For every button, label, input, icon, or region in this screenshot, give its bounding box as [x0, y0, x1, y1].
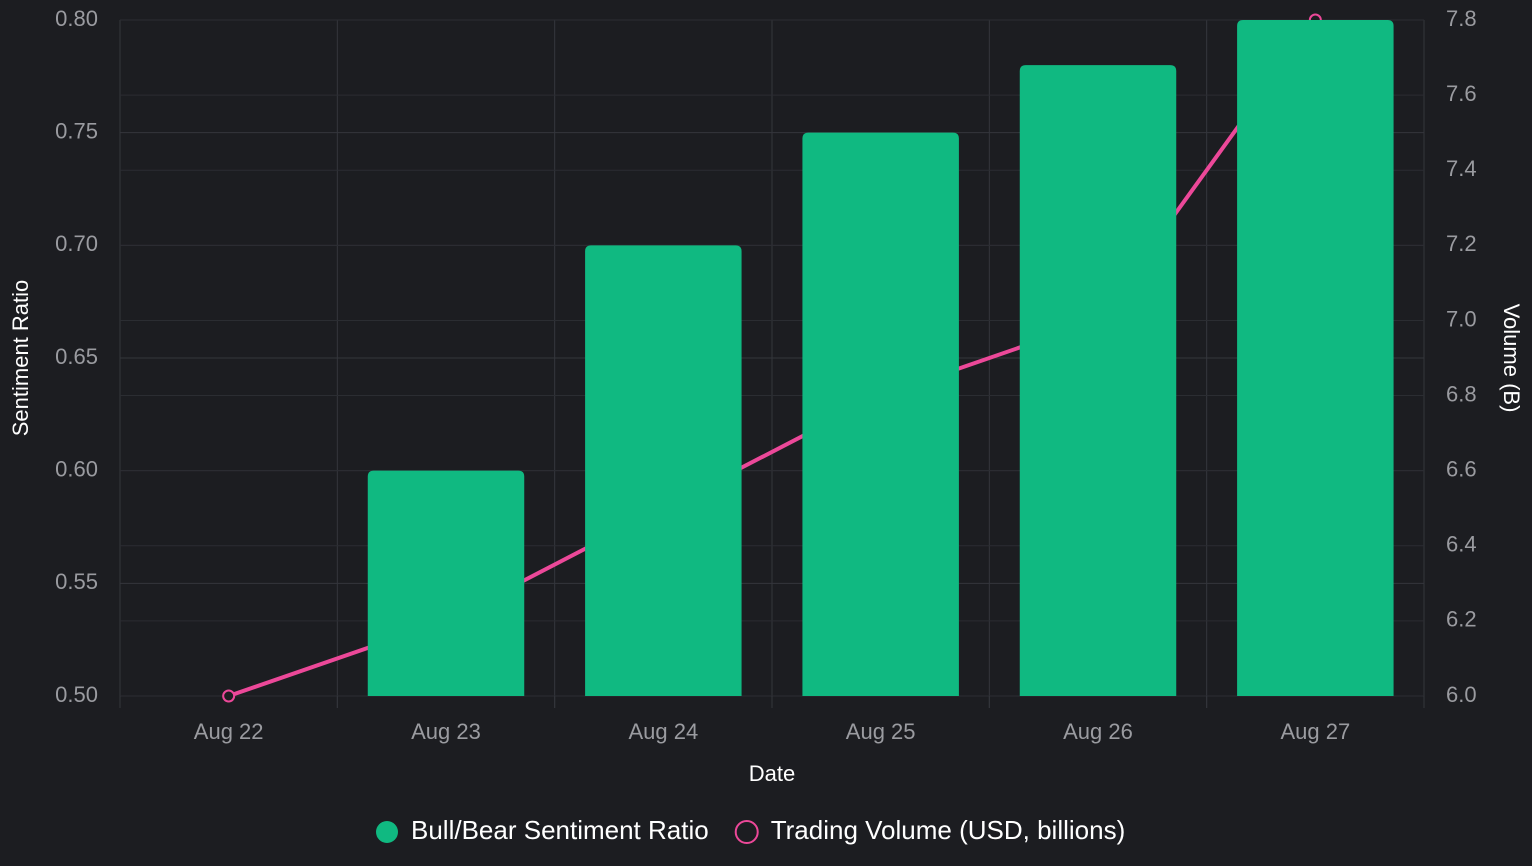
- y2-tick-label: 6.8: [1446, 381, 1477, 406]
- y2-tick-label: 6.2: [1446, 607, 1477, 632]
- line-point: [222, 689, 236, 703]
- y2-tick-label: 6.0: [1446, 682, 1477, 707]
- y-tick-label: 0.55: [55, 569, 98, 594]
- y2-tick-label: 7.0: [1446, 306, 1477, 331]
- x-tick-label: Aug 26: [1063, 719, 1133, 744]
- bar: [367, 470, 525, 696]
- legend: Bull/Bear Sentiment Ratio Trading Volume …: [376, 815, 1125, 845]
- x-axis-title: Date: [749, 761, 795, 786]
- y2-tick-label: 6.4: [1446, 532, 1477, 557]
- y2-tick-label: 7.8: [1446, 6, 1477, 31]
- legend-item: Trading Volume (USD, billions): [734, 815, 1126, 845]
- legend-swatch: [734, 820, 759, 844]
- legend-swatch: [376, 821, 398, 843]
- y2-axis-title: Volume (B): [1499, 304, 1524, 413]
- y-tick-label: 0.80: [55, 6, 98, 31]
- y-tick-label: 0.50: [55, 682, 98, 707]
- y-tick-label: 0.65: [55, 344, 98, 369]
- x-tick-label: Aug 22: [194, 719, 264, 744]
- legend-item: Bull/Bear Sentiment Ratio: [376, 815, 709, 845]
- legend-label: Bull/Bear Sentiment Ratio: [411, 815, 709, 845]
- y-axis-title: Sentiment Ratio: [8, 280, 33, 437]
- y-tick-label: 0.75: [55, 118, 98, 143]
- bar: [1019, 65, 1177, 697]
- x-tick-label: Aug 23: [411, 719, 481, 744]
- legend-label: Trading Volume (USD, billions): [771, 815, 1126, 845]
- bar: [802, 132, 959, 696]
- y-tick-label: 0.70: [55, 231, 98, 256]
- x-tick-label: Aug 27: [1280, 719, 1350, 744]
- y2-tick-label: 7.6: [1446, 81, 1477, 106]
- x-tick-label: Aug 25: [846, 719, 916, 744]
- bar: [1237, 20, 1394, 696]
- y2-tick-label: 7.2: [1446, 231, 1477, 256]
- y2-tick-label: 6.6: [1446, 456, 1477, 481]
- y2-tick-label: 7.4: [1446, 156, 1477, 181]
- grid: [119, 19, 1425, 708]
- y-tick-label: 0.60: [55, 456, 98, 481]
- bar: [585, 245, 742, 697]
- x-tick-label: Aug 24: [628, 719, 698, 744]
